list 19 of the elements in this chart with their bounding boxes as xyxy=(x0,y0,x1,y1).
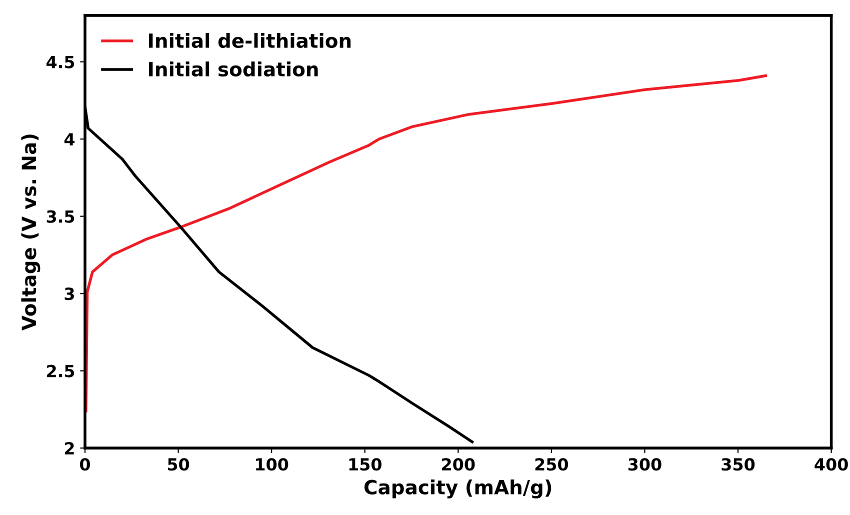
x-tick-label: 250 xyxy=(535,458,568,471)
y-tick-label: 3 xyxy=(64,288,74,300)
legend-label: Initial sodiation xyxy=(149,61,318,77)
y-tick-label: 4 xyxy=(64,133,75,146)
y-tick-label: 4.5 xyxy=(46,56,74,68)
x-tick-label: 150 xyxy=(349,458,382,471)
x-tick-label: 50 xyxy=(168,458,190,471)
y-tick-label: 3.5 xyxy=(46,210,74,223)
x-tick-label: 100 xyxy=(256,458,288,471)
legend-label: Initial de-lithiation xyxy=(149,32,351,48)
x-axis-title: Capacity (mAh/g) xyxy=(364,479,552,498)
x-tick-label: 0 xyxy=(80,458,90,471)
y-tick-label: 2.5 xyxy=(47,364,74,378)
y-axis-title: Voltage (V vs. Na) xyxy=(21,134,40,330)
y-tick-label: 2 xyxy=(65,442,74,454)
x-tick-label: 200 xyxy=(442,458,475,471)
x-tick-label: 300 xyxy=(628,458,662,471)
x-tick-label: 400 xyxy=(814,458,848,471)
x-tick-label: 350 xyxy=(722,458,755,471)
